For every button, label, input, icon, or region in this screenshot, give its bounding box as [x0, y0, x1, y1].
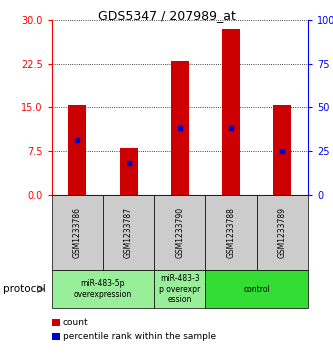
Text: control: control	[243, 285, 270, 294]
Bar	[222, 29, 240, 195]
Bar	[171, 61, 189, 195]
Bar	[68, 105, 86, 195]
Text: protocol: protocol	[3, 284, 46, 294]
Text: GSM1233789: GSM1233789	[278, 207, 287, 258]
Text: count: count	[63, 318, 88, 327]
Text: miR-483-3
p overexpr
ession: miR-483-3 p overexpr ession	[159, 274, 200, 304]
Text: GDS5347 / 207989_at: GDS5347 / 207989_at	[98, 9, 235, 22]
Text: miR-483-5p
overexpression: miR-483-5p overexpression	[74, 280, 132, 299]
Text: GSM1233787: GSM1233787	[124, 207, 133, 258]
Text: GSM1233786: GSM1233786	[73, 207, 82, 258]
Text: percentile rank within the sample: percentile rank within the sample	[63, 332, 216, 341]
Bar	[273, 105, 291, 195]
Text: GSM1233788: GSM1233788	[226, 207, 236, 258]
Bar	[120, 148, 138, 195]
Text: GSM1233790: GSM1233790	[175, 207, 184, 258]
